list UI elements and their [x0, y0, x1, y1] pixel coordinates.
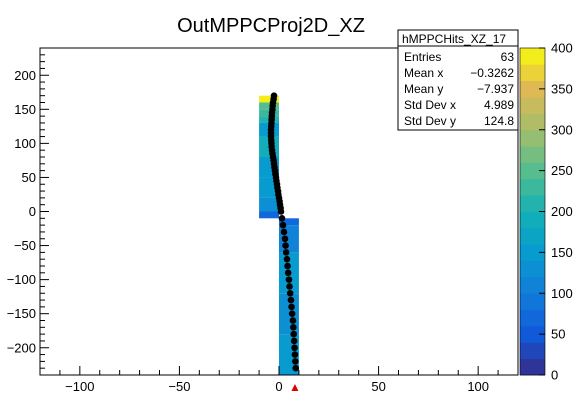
scatter-point: [287, 290, 294, 297]
colorbar-swatch: [520, 261, 545, 278]
scatter-point: [291, 338, 298, 345]
y-tick-label: −50: [14, 238, 36, 253]
axis-marker: [291, 384, 298, 391]
heatmap-cell: [259, 198, 279, 212]
y-tick-label: 100: [14, 136, 36, 151]
stats-row-label: Std Dev y: [404, 114, 456, 128]
stats-row-label: Mean y: [404, 82, 443, 96]
y-tick-label: −200: [7, 340, 36, 355]
stats-row-value: 124.8: [484, 114, 514, 128]
scatter-point: [282, 242, 289, 249]
scatter-point: [278, 208, 285, 215]
scatter-point: [290, 317, 297, 324]
colorbar-tick-label: 400: [551, 41, 573, 56]
stats-row-value: −0.3262: [470, 66, 514, 80]
scatter-point: [288, 304, 295, 311]
x-tick-label: 50: [371, 379, 385, 394]
stats-row-value: 63: [501, 50, 515, 64]
y-tick-label: −150: [7, 306, 36, 321]
scatter-point: [285, 270, 292, 277]
y-tick-label: 50: [22, 170, 36, 185]
colorbar-swatch: [520, 359, 545, 376]
scatter-point: [281, 229, 288, 236]
stats-box-name: hMPPCHits_XZ_17: [402, 32, 506, 46]
colorbar-swatch: [520, 195, 545, 212]
scatter-point: [286, 276, 293, 283]
heatmap-cell: [259, 212, 279, 219]
scatter-point: [279, 215, 286, 222]
y-tick-label: −100: [7, 272, 36, 287]
colorbar-swatch: [520, 277, 545, 294]
scatter-point: [291, 344, 298, 351]
stats-row-value: −7.937: [477, 82, 514, 96]
stats-row-value: 4.989: [484, 98, 514, 112]
colorbar-tick-label: 100: [551, 286, 573, 301]
x-tick-label: −100: [65, 379, 94, 394]
stats-row-label: Mean x: [404, 66, 443, 80]
scatter-point: [284, 256, 291, 263]
scatter-point: [290, 331, 297, 338]
colorbar-tick-label: 250: [551, 163, 573, 178]
scatter-point: [280, 222, 287, 229]
y-tick-label: 0: [29, 204, 36, 219]
x-tick-label: 0: [275, 379, 282, 394]
y-tick-label: 200: [14, 68, 36, 83]
scatter-point: [288, 297, 295, 304]
colorbar-tick-label: 50: [551, 327, 565, 342]
scatter-point: [284, 263, 291, 270]
stats-box: hMPPCHits_XZ_17 Entries 63 Mean x −0.3262 Mea…: [398, 30, 518, 130]
scatter-point: [283, 249, 290, 256]
colorbar-swatch: [520, 146, 545, 163]
scatter-point: [282, 235, 289, 242]
stats-row-label: Std Dev x: [404, 98, 456, 112]
colorbar-swatch: [520, 179, 545, 196]
colorbar-swatch: [520, 228, 545, 245]
colorbar-tick-label: 150: [551, 245, 573, 260]
colorbar-tick-label: 300: [551, 122, 573, 137]
scatter-point: [292, 351, 299, 358]
scatter-point: [286, 283, 293, 290]
colorbar-tick-label: 200: [551, 204, 573, 219]
colorbar-swatch: [520, 97, 545, 114]
scatter-point: [290, 324, 297, 331]
colorbar-swatch: [520, 48, 545, 65]
scatter-point: [292, 358, 299, 365]
colorbar-tick-label: 0: [551, 368, 558, 383]
scatter-point: [289, 310, 296, 317]
colorbar-swatch: [520, 130, 545, 147]
x-tick-label: 100: [467, 379, 489, 394]
colorbar-swatch: [520, 113, 545, 130]
scatter-point: [292, 365, 299, 372]
colorbar-swatch: [520, 212, 545, 229]
x-tick-label: −50: [168, 379, 190, 394]
colorbar-swatch: [520, 342, 545, 359]
colorbar: 0 50 100 150 200 250 300 350 400: [520, 41, 573, 383]
stats-row-label: Entries: [404, 50, 441, 64]
y-tick-label: 150: [14, 102, 36, 117]
chart-title: OutMPPCProj2D_XZ: [177, 15, 365, 37]
colorbar-swatch: [520, 310, 545, 327]
colorbar-swatch: [520, 64, 545, 81]
colorbar-tick-label: 350: [551, 81, 573, 96]
colorbar-swatch: [520, 293, 545, 310]
